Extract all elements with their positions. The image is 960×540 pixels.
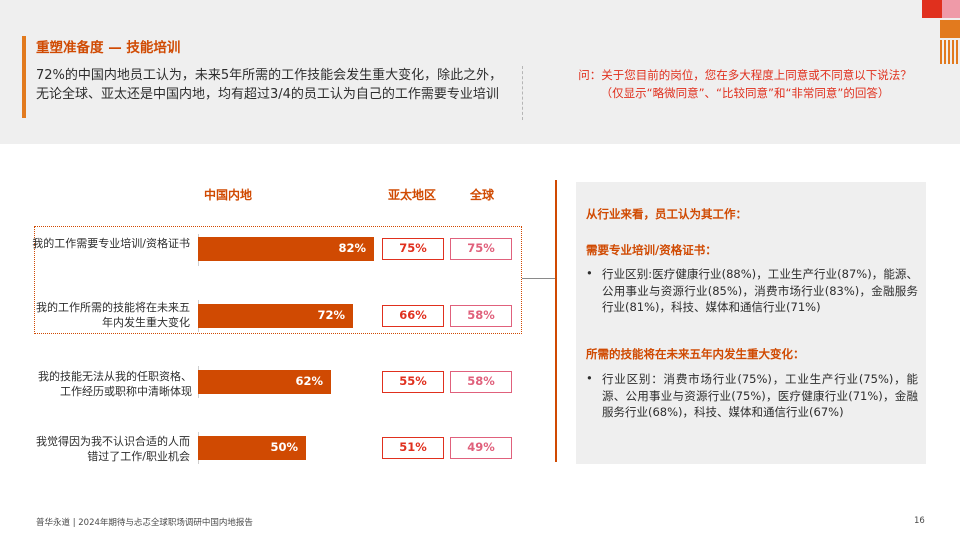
bar-mainland: 72% [198, 304, 353, 328]
apac-value-box: 75% [382, 238, 444, 260]
corner-decoration-stripes [940, 40, 960, 64]
global-value-box: 49% [450, 437, 512, 459]
column-header-mainland: 中国内地 [204, 188, 253, 202]
header-divider [522, 66, 523, 120]
footer-source: 普华永道 | 2024年期待与忐忑全球职场调研中国内地报告 [36, 518, 253, 528]
bar-value: 62% [295, 374, 323, 388]
bar-value: 50% [270, 440, 298, 454]
corner-decoration-orange [940, 20, 960, 38]
survey-question-line1: 问：关于您目前的岗位，您在多大程度上同意或不同意以下说法？ [578, 68, 912, 82]
row-label: 我的工作需要专业培训/资格证书 [32, 237, 190, 250]
bullet-point: • [586, 266, 593, 280]
apac-value-box: 51% [382, 437, 444, 459]
survey-question-line2: （仅显示“略微同意”、“比较同意”和“非常同意”的回答） [600, 86, 890, 100]
industry-insight-panel [576, 182, 926, 464]
panel-heading: 从行业来看，员工认为其工作： [586, 207, 747, 221]
highlight-dotted-box [34, 226, 522, 334]
survey-question: 问：关于您目前的岗位，您在多大程度上同意或不同意以下说法？ （仅显示“略微同意”… [540, 66, 950, 102]
global-value-box: 58% [450, 305, 512, 327]
panel-section2-text: 行业区别：消费市场行业(75%)，工业生产行业(75%)，能源、公用事业与资源行… [602, 372, 918, 419]
column-header-global: 全球 [470, 188, 495, 202]
bar-value: 72% [317, 308, 345, 322]
corner-decoration-pink [942, 0, 960, 18]
section-divider [555, 180, 557, 462]
page-number: 16 [914, 516, 925, 526]
bullet-point: • [586, 371, 593, 385]
row-label: 我的技能无法从我的任职资格、工作经历或职称中清晰体现 [38, 370, 192, 398]
global-value-box: 58% [450, 371, 512, 393]
highlight-connector-line [522, 278, 556, 279]
apac-value-box: 55% [382, 371, 444, 393]
column-header-apac: 亚太地区 [388, 188, 437, 202]
bar-mainland: 50% [198, 436, 306, 460]
bar-mainland: 62% [198, 370, 331, 394]
header-band [0, 0, 960, 144]
panel-section1-text: 行业区别:医疗健康行业(88%)，工业生产行业(87%)，能源、公用事业与资源行… [602, 267, 918, 314]
title-accent-bar [22, 36, 26, 118]
bar-value: 82% [338, 241, 366, 255]
headline-text: 72%的中国内地员工认为，未来5年所需的工作技能会发生重大变化，除此之外，无论全… [36, 68, 503, 102]
row-label: 我觉得因为我不认识合适的人而错过了工作/职业机会 [36, 435, 190, 463]
bar-mainland: 82% [198, 237, 374, 261]
row-label: 我的工作所需的技能将在未来五年内发生重大变化 [36, 301, 190, 329]
panel-section2-title: 所需的技能将在未来五年内发生重大变化： [586, 347, 805, 361]
page-title: 重塑准备度 — 技能培训 [36, 40, 181, 56]
panel-section1-title: 需要专业培训/资格证书： [586, 243, 717, 257]
global-value-box: 75% [450, 238, 512, 260]
corner-decoration-red [922, 0, 942, 18]
apac-value-box: 66% [382, 305, 444, 327]
